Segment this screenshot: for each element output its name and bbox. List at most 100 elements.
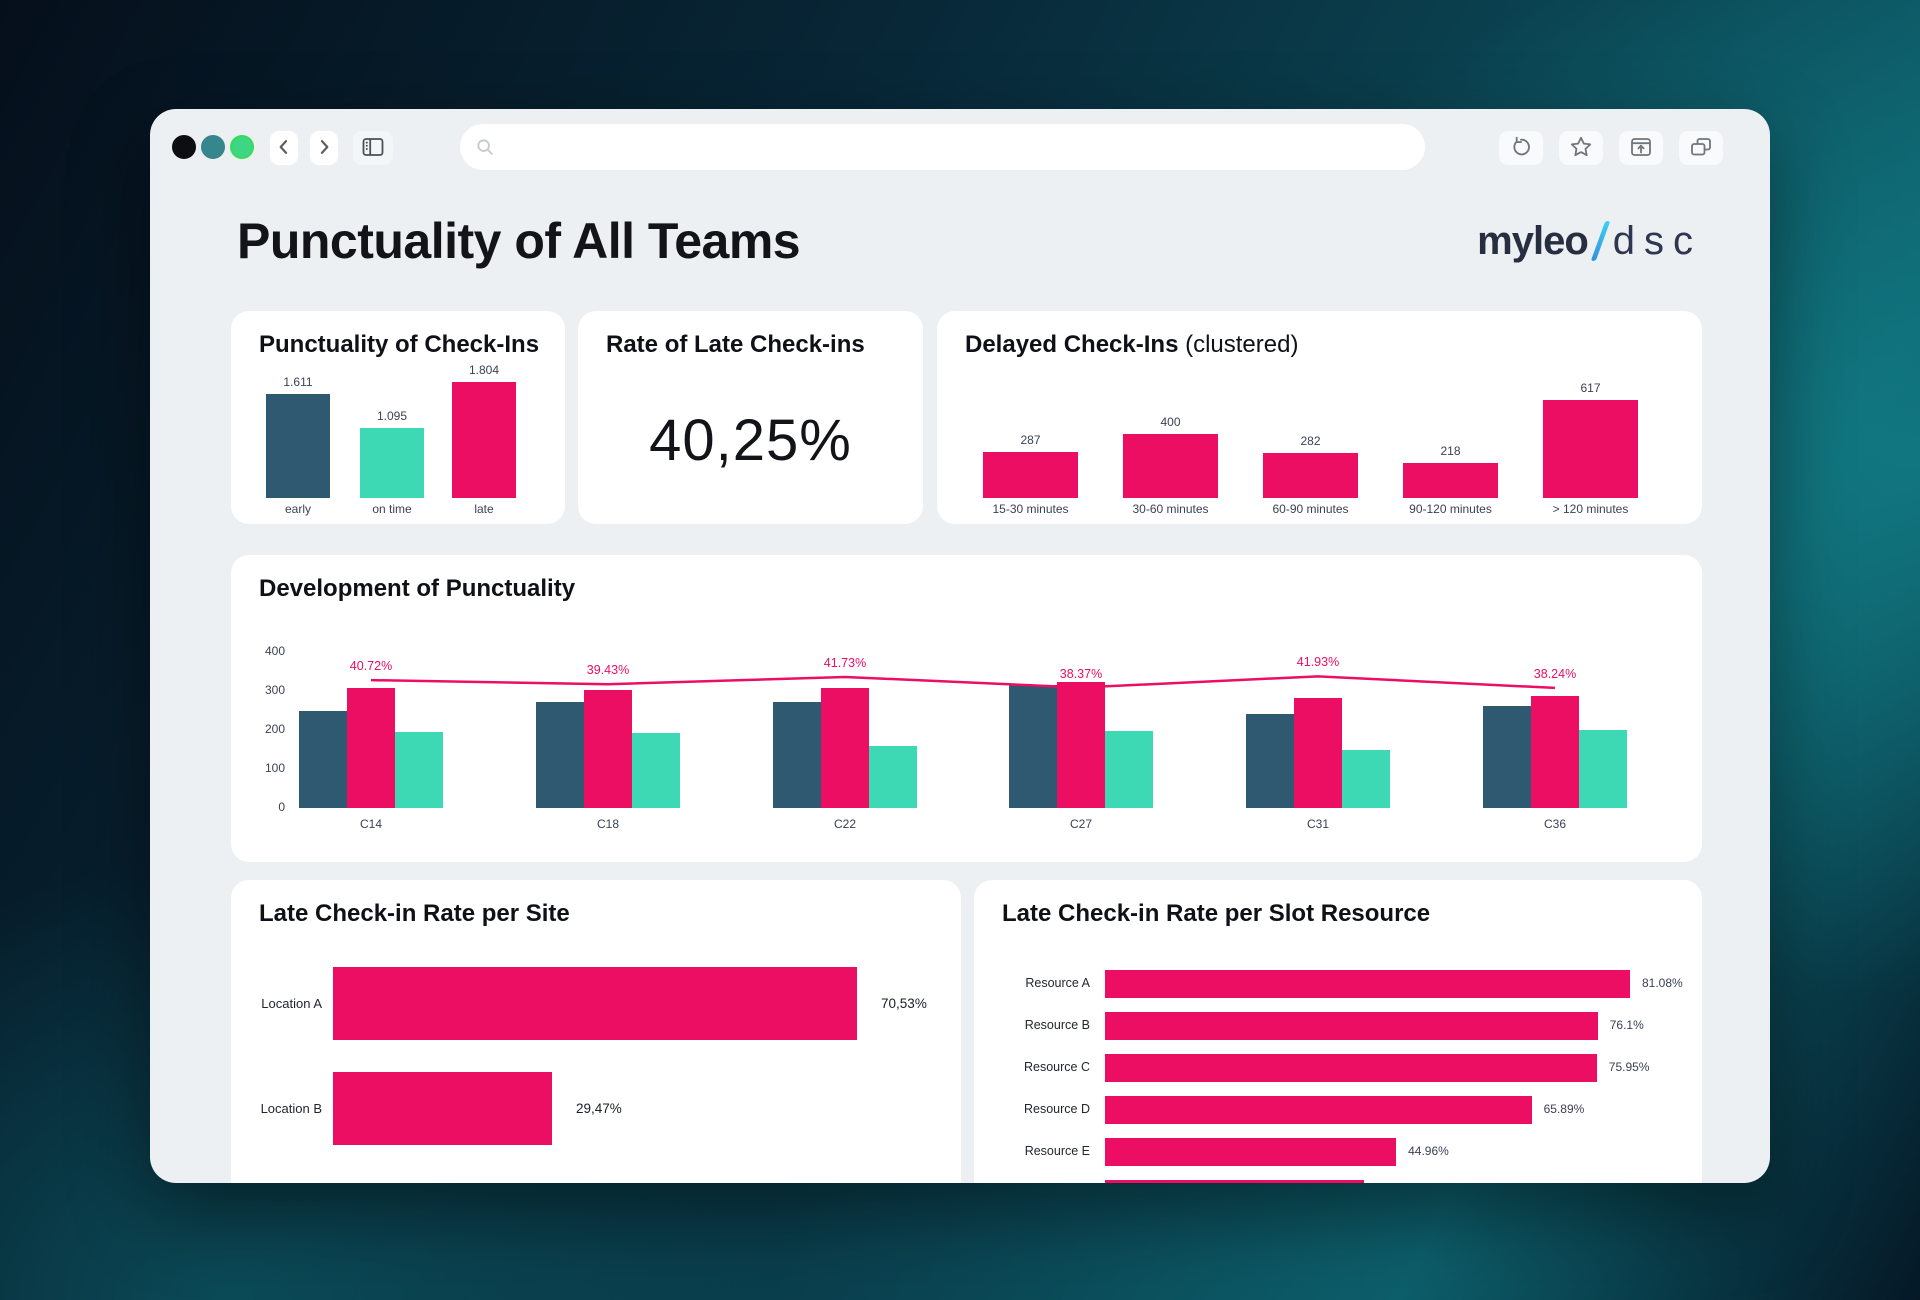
value-label: 1.611 — [283, 375, 313, 390]
chart-title: Punctuality of Check-Ins — [259, 331, 540, 358]
category-label: early — [284, 502, 311, 516]
line-value-label: 38.24% — [1533, 666, 1577, 681]
sidebar-icon — [361, 136, 385, 161]
group-C18-bar-1 — [584, 689, 632, 808]
line-value-label: 40.72% — [349, 659, 393, 674]
category-label: > 120 minutes — [1552, 502, 1629, 516]
bar-resource-c — [1105, 1054, 1597, 1082]
bar-on time — [360, 427, 424, 498]
category-label: C36 — [1543, 817, 1566, 831]
group-C36-bar-1 — [1531, 695, 1579, 808]
browser-window: Punctuality of All Teams myleo dsc Punct… — [150, 109, 1770, 1183]
bar-> 120 minutes — [1543, 400, 1638, 498]
category-label: C22 — [833, 817, 856, 831]
value-label: 218 — [1440, 444, 1461, 459]
category-label: C14 — [359, 817, 382, 831]
bar-late — [452, 382, 516, 498]
group-C14-bar-2 — [395, 732, 443, 808]
reload-icon — [1510, 136, 1532, 161]
plot-area — [299, 651, 1627, 808]
chart-title: Late Check-in Rate per Site — [259, 900, 570, 927]
group-C36-bar-0 — [1483, 705, 1531, 808]
group-C14-bar-0 — [299, 710, 347, 808]
kpi-title: Rate of Late Check-ins — [606, 331, 865, 358]
value-label: 75.95% — [1608, 1060, 1650, 1074]
group-C31-bar-1 — [1294, 698, 1342, 808]
y-tick-label: 0 — [278, 800, 285, 814]
search-icon — [474, 136, 496, 158]
forward-button[interactable] — [310, 131, 338, 165]
kpi-value: 40,25% — [649, 408, 852, 473]
line-value-label: 39.43% — [586, 663, 630, 678]
bar-15-30 minutes — [983, 452, 1078, 498]
y-tick-label: 400 — [264, 644, 285, 658]
value-label: 287 — [1020, 433, 1041, 448]
value-label: 81.08% — [1641, 976, 1683, 990]
category-label: 60-90 minutes — [1272, 502, 1349, 516]
chart-title-main: Delayed Check-Ins — [965, 331, 1179, 358]
group-C27-bar-0 — [1009, 684, 1057, 808]
traffic-light-2[interactable] — [201, 135, 225, 159]
category-label: Resource E — [1024, 1144, 1090, 1158]
group-C22-bar-1 — [821, 687, 869, 808]
bar-location-b — [333, 1072, 552, 1145]
group-C18-bar-0 — [536, 701, 584, 808]
group-C31-bar-0 — [1246, 714, 1294, 808]
value-label: 1.095 — [376, 408, 408, 423]
bar-resource-b — [1105, 1012, 1598, 1040]
chart-title: Delayed Check-Ins (clustered) — [965, 331, 1298, 359]
late-rate-line — [370, 675, 1556, 690]
reload-button[interactable] — [1499, 131, 1543, 165]
category-label: 15-30 minutes — [992, 502, 1069, 516]
logo-brand-text: myleo — [1477, 218, 1589, 263]
card-punctuality-checkins: Punctuality of Check-Ins 1.611 early 1.095… — [231, 311, 565, 524]
line-value-label: 41.73% — [823, 655, 867, 670]
y-tick-label: 300 — [264, 683, 285, 697]
category-label: Resource B — [1024, 1018, 1090, 1032]
y-tick-label: 200 — [264, 722, 285, 736]
bar-30-60 minutes — [1123, 434, 1218, 498]
bar-early — [266, 394, 330, 498]
bar-resource-d — [1105, 1096, 1532, 1124]
group-C14-bar-1 — [347, 687, 395, 808]
logo-slash-icon — [1590, 221, 1611, 261]
share-button[interactable] — [1619, 131, 1663, 165]
traffic-light-3[interactable] — [230, 135, 254, 159]
value-label: 76.1% — [1609, 1018, 1644, 1032]
value-label: 65.89% — [1543, 1102, 1585, 1116]
value-label: 400 — [1160, 415, 1181, 430]
address-bar — [460, 124, 1425, 170]
tabs-button[interactable] — [1679, 131, 1723, 165]
tabs-icon — [1689, 136, 1713, 161]
category-label: late — [474, 502, 494, 516]
bar-location-a — [333, 967, 858, 1040]
group-C36-bar-2 — [1579, 729, 1627, 808]
chart-title: Development of Punctuality — [259, 575, 576, 602]
value-label: 29,47% — [575, 1100, 622, 1116]
line-value-label: 38.37% — [1059, 666, 1103, 681]
late-rate-site-chart: Location A 70,53% Location B 29,47% — [231, 880, 961, 1183]
share-icon — [1629, 136, 1653, 161]
category-label: Resource C — [1024, 1060, 1090, 1074]
sidebar-toggle-button[interactable] — [353, 131, 393, 165]
delayed-checkins-chart: 287 15-30 minutes 400 30-60 minutes 282 60-90… — [937, 311, 1702, 524]
group-C31-bar-2 — [1342, 749, 1390, 808]
bar-resource-e — [1105, 1138, 1397, 1166]
page-header: Punctuality of All Teams myleo dsc — [237, 213, 1702, 269]
back-button[interactable] — [270, 131, 298, 165]
chart-title: Late Check-in Rate per Slot Resource — [1002, 900, 1431, 927]
myleo-dsc-logo: myleo dsc — [1477, 219, 1702, 264]
value-label: 70,53% — [881, 995, 927, 1011]
value-label: 282 — [1300, 434, 1321, 449]
bar-90-120 minutes — [1403, 463, 1498, 498]
bookmark-button[interactable] — [1559, 131, 1603, 165]
traffic-light-1[interactable] — [172, 135, 196, 159]
search-input[interactable] — [496, 124, 1425, 170]
category-label: 90-120 minutes — [1409, 502, 1492, 516]
value-label: 617 — [1580, 381, 1601, 395]
value-label: 1.804 — [468, 363, 500, 377]
group-C27-bar-2 — [1105, 730, 1153, 808]
category-label: 30-60 minutes — [1132, 502, 1209, 516]
star-icon — [1569, 135, 1593, 162]
category-label: Resource D — [1024, 1102, 1090, 1116]
